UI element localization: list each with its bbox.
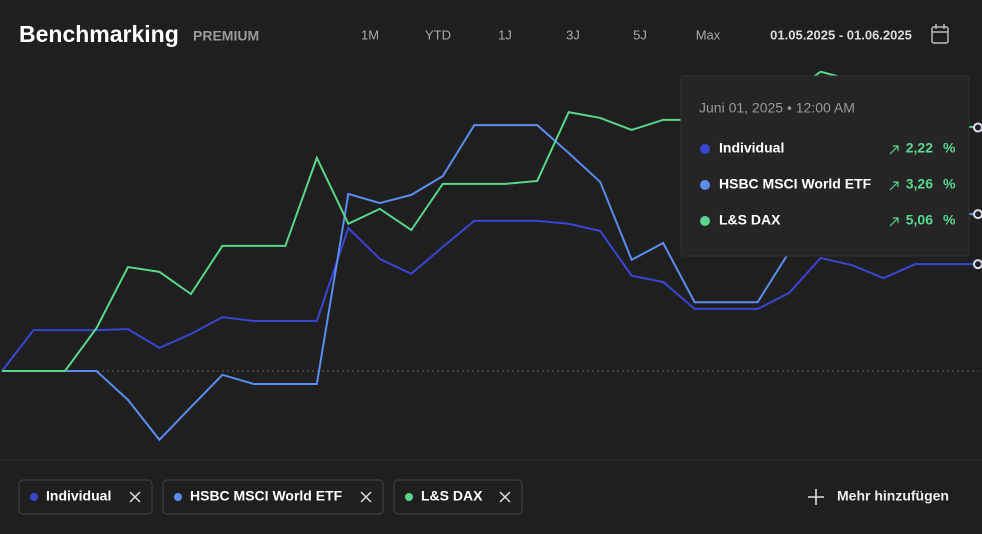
range-button[interactable]: YTD — [425, 27, 451, 42]
tooltip: Juni 01, 2025 • 12:00 AM Individual 2,22%… — [680, 75, 970, 257]
trend-arrow — [889, 217, 899, 227]
tooltip-value: 2,22 — [906, 140, 933, 156]
trend-arrow — [889, 145, 899, 155]
legend-dot — [174, 493, 182, 501]
legend-chip[interactable]: Individual — [18, 479, 153, 515]
tooltip-unit: % — [943, 212, 956, 228]
legend-label: L&S DAX — [421, 488, 483, 504]
series-line — [1, 219, 978, 372]
legend-label: HSBC MSCI World ETF — [190, 488, 343, 504]
range-button[interactable]: 3J — [566, 27, 580, 42]
tooltip-name: Individual — [719, 140, 784, 156]
chip-box — [393, 479, 523, 515]
legend-label: Individual — [46, 488, 111, 504]
range-button[interactable]: Max — [696, 27, 721, 42]
legend-dot — [30, 493, 38, 501]
range-button[interactable]: 1M — [361, 27, 379, 42]
remove-icon[interactable] — [499, 491, 511, 503]
legend-chip[interactable]: L&S DAX — [393, 479, 523, 515]
legend-chip[interactable]: HSBC MSCI World ETF — [162, 479, 384, 515]
add-button[interactable]: Mehr hinzufügen — [808, 488, 949, 505]
badge: PREMIUM — [193, 28, 259, 44]
chip-box — [162, 479, 384, 515]
plus-icon — [808, 489, 824, 505]
tooltip-value: 3,26 — [906, 176, 933, 192]
chip-box — [18, 479, 153, 515]
tooltip-value: 5,06 — [906, 212, 933, 228]
calendar-icon[interactable] — [931, 24, 949, 44]
end-marker — [973, 209, 982, 220]
tooltip-name: L&S DAX — [719, 212, 781, 228]
legend: Individual HSBC MSCI World ETF L&S DAX — [18, 479, 523, 515]
tooltip-unit: % — [943, 176, 956, 192]
tooltip-dot — [700, 144, 710, 154]
trend-arrow — [889, 181, 899, 191]
end-marker — [973, 259, 982, 270]
tooltip-unit: % — [943, 140, 956, 156]
legend-dot — [405, 493, 413, 501]
remove-icon[interactable] — [129, 491, 141, 503]
tooltip-title: Juni 01, 2025 • 12:00 AM — [699, 100, 855, 116]
tooltip-dot — [700, 216, 710, 226]
end-marker — [973, 122, 982, 133]
tooltip-dot — [700, 180, 710, 190]
range-button[interactable]: 1J — [498, 27, 512, 42]
page-title: Benchmarking — [19, 21, 179, 47]
range-button[interactable]: 5J — [633, 27, 647, 42]
date-range[interactable]: 01.05.2025 - 01.06.2025 — [770, 27, 912, 42]
tooltip-name: HSBC MSCI World ETF — [719, 176, 872, 192]
remove-icon[interactable] — [360, 491, 372, 503]
add-label: Mehr hinzufügen — [837, 488, 949, 504]
